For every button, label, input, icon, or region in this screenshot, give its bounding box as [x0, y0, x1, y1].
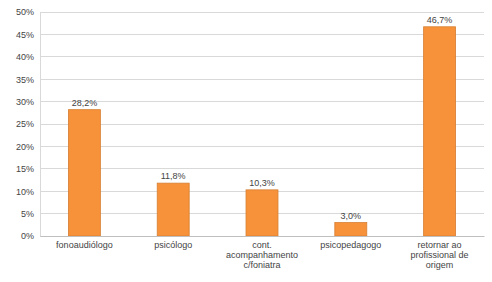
y-tick-label: 5% [21, 209, 34, 219]
grid-line [40, 146, 484, 147]
plot: 0% 5% 10% 15% 20% 25% 30% 35% 40% 45% 50% fonoaudió… [16, 7, 485, 270]
x-tick: fonoaudiólogo [56, 236, 113, 250]
x-tick-label: fonoaudiólogo [56, 240, 113, 250]
x-tick: psicólogo [154, 236, 192, 250]
data-label: 3,0% [341, 211, 362, 221]
x-tick-label: cont.acompanhamentoc/foniatra [226, 240, 298, 270]
bar [157, 183, 189, 236]
y-tick: 15% [16, 164, 40, 174]
y-tick: 0% [21, 231, 40, 241]
y-tick-label: 30% [16, 97, 34, 107]
y-tick: 30% [16, 97, 40, 107]
x-axis-line [41, 236, 485, 237]
bar [68, 110, 100, 236]
bars [68, 27, 455, 236]
y-tick-label: 50% [16, 7, 34, 17]
bar [335, 223, 367, 236]
data-label: 11,8% [161, 171, 186, 181]
x-tick: psicopedagogo [320, 236, 381, 250]
data-labels: 28,2% 11,8% 10,3% 3,0% 46,7% [72, 15, 453, 221]
data-label: 10,3% [249, 178, 275, 188]
y-tick-label: 25% [16, 119, 34, 129]
grid-line [40, 34, 484, 35]
y-tick-label: 0% [21, 231, 34, 241]
grid-line [40, 168, 484, 169]
x-tick-label: psicopedagogo [320, 240, 381, 250]
chart: 0% 5% 10% 15% 20% 25% 30% 35% 40% 45% 50% fonoaudió… [0, 0, 492, 282]
bar [246, 190, 278, 236]
grid [40, 12, 484, 236]
y-tick: 50% [16, 7, 40, 17]
grid-line [40, 124, 484, 125]
y-tick-label: 20% [16, 142, 34, 152]
grid-line [40, 79, 484, 80]
x-tick-label: retornar aoprofissional deorigem [411, 240, 469, 270]
y-tick-label: 40% [16, 52, 34, 62]
y-tick-label: 35% [16, 75, 34, 85]
data-label: 28,2% [72, 98, 98, 108]
x-tick-label: psicólogo [154, 240, 192, 250]
grid-line [40, 101, 484, 102]
grid-line [40, 12, 484, 13]
y-tick: 10% [16, 187, 40, 197]
y-tick: 5% [21, 209, 40, 219]
bar [424, 27, 456, 236]
y-tick-label: 10% [16, 187, 34, 197]
x-axis: fonoaudiólogo psicólogo cont.acompanhament… [41, 236, 485, 270]
y-tick: 25% [16, 119, 40, 129]
y-tick: 40% [16, 52, 40, 62]
y-tick: 45% [16, 30, 40, 40]
y-tick-label: 15% [16, 164, 34, 174]
y-tick: 20% [16, 142, 40, 152]
grid-line [40, 56, 484, 57]
y-axis-line [40, 13, 41, 237]
y-axis: 0% 5% 10% 15% 20% 25% 30% 35% 40% 45% 50% [16, 7, 41, 241]
x-tick: cont.acompanhamentoc/foniatra [226, 236, 298, 270]
data-label: 46,7% [427, 15, 453, 25]
x-tick: retornar aoprofissional deorigem [411, 236, 469, 270]
y-tick-label: 45% [16, 30, 34, 40]
y-tick: 35% [16, 75, 40, 85]
